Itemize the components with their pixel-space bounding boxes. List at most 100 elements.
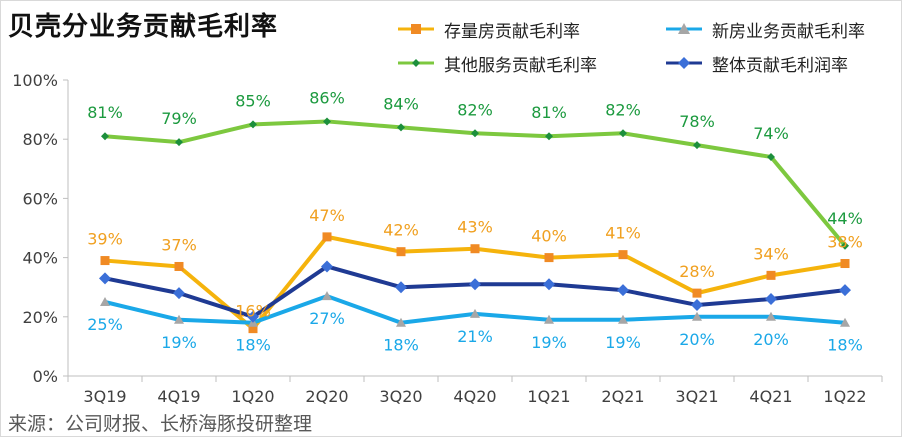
legend-item-existing: 存量房贡献毛利率 bbox=[396, 16, 580, 42]
data-point-existing bbox=[766, 270, 776, 280]
data-point-new bbox=[766, 311, 776, 321]
data-label-new: 18% bbox=[383, 336, 419, 355]
data-label-other: 74% bbox=[753, 124, 789, 143]
data-point-other bbox=[841, 241, 849, 250]
x-tick-label: 3Q21 bbox=[675, 387, 718, 406]
data-point-other bbox=[397, 123, 405, 132]
page-title: 贝壳分业务贡献毛利率 bbox=[8, 12, 279, 42]
y-tick-label: 40% bbox=[22, 249, 58, 268]
data-label-new: 25% bbox=[87, 315, 123, 334]
data-point-new bbox=[544, 314, 554, 324]
data-label-other: 82% bbox=[605, 100, 641, 119]
data-point-other bbox=[323, 117, 331, 126]
data-label-other: 78% bbox=[679, 112, 715, 131]
data-point-overall bbox=[395, 281, 407, 294]
data-point-overall bbox=[617, 284, 629, 297]
legend-label-new: 新房业务贡献毛利率 bbox=[712, 21, 865, 42]
data-point-new bbox=[396, 317, 406, 327]
data-point-existing bbox=[396, 247, 406, 257]
data-label-new: 21% bbox=[457, 327, 493, 346]
data-label-other: 82% bbox=[457, 100, 493, 119]
data-point-other bbox=[545, 132, 553, 141]
legend-swatch-existing bbox=[398, 24, 434, 34]
x-tick-label: 1Q21 bbox=[527, 387, 570, 406]
data-label-existing: 34% bbox=[753, 244, 789, 263]
data-point-other bbox=[619, 129, 627, 138]
x-tick-label: 3Q19 bbox=[83, 387, 126, 406]
y-tick-label: 60% bbox=[22, 189, 58, 208]
data-point-new bbox=[100, 297, 110, 306]
data-label-new: 19% bbox=[161, 333, 197, 352]
data-point-existing bbox=[544, 253, 554, 263]
data-label-existing: 43% bbox=[457, 218, 493, 237]
data-label-existing: 47% bbox=[309, 206, 345, 225]
x-tick-label: 4Q21 bbox=[749, 387, 792, 406]
data-point-overall bbox=[543, 278, 555, 291]
x-tick-label: 2Q21 bbox=[601, 387, 644, 406]
x-tick-label: 3Q20 bbox=[379, 387, 422, 406]
data-point-new bbox=[618, 314, 628, 324]
x-tick-label: 4Q20 bbox=[453, 387, 496, 406]
data-label-other: 86% bbox=[309, 88, 345, 107]
data-point-other bbox=[249, 120, 257, 129]
data-point-overall bbox=[469, 278, 481, 291]
legend-swatch-new bbox=[666, 23, 702, 34]
data-label-new: 18% bbox=[827, 336, 863, 355]
data-point-new bbox=[470, 308, 480, 318]
data-label-new: 20% bbox=[753, 330, 789, 349]
source-note: 来源：公司财报、长桥海豚投研整理 bbox=[8, 413, 313, 435]
data-point-new bbox=[174, 314, 184, 324]
data-label-existing: 42% bbox=[383, 221, 419, 240]
data-label-other: 85% bbox=[235, 91, 271, 110]
x-tick-label: 4Q19 bbox=[157, 387, 200, 406]
legend-item-new: 新房业务贡献毛利率 bbox=[664, 16, 865, 42]
data-point-overall bbox=[247, 310, 259, 323]
data-point-existing bbox=[100, 256, 110, 266]
y-tick-label: 80% bbox=[22, 130, 58, 149]
data-point-overall bbox=[173, 287, 185, 300]
data-label-new: 18% bbox=[235, 336, 271, 355]
data-point-overall bbox=[765, 293, 777, 306]
x-tick-label: 2Q20 bbox=[305, 387, 348, 406]
data-point-overall bbox=[839, 284, 851, 297]
data-point-other bbox=[693, 141, 701, 150]
data-point-overall bbox=[99, 272, 111, 285]
legend-item-overall: 整体贡献毛利润率 bbox=[664, 50, 848, 76]
data-point-existing bbox=[174, 261, 184, 271]
data-label-new: 20% bbox=[679, 330, 715, 349]
data-point-other bbox=[471, 129, 479, 138]
data-label-new: 27% bbox=[309, 309, 345, 328]
data-label-existing: 40% bbox=[531, 227, 567, 246]
data-point-existing bbox=[470, 244, 480, 254]
x-tick-label: 1Q22 bbox=[823, 387, 866, 406]
legend-label-existing: 存量房贡献毛利率 bbox=[444, 21, 580, 42]
data-label-new: 19% bbox=[531, 333, 567, 352]
data-label-other: 79% bbox=[161, 109, 197, 128]
data-label-other: 81% bbox=[87, 103, 123, 122]
data-label-new: 19% bbox=[605, 333, 641, 352]
data-point-existing bbox=[692, 288, 702, 298]
legend-label-other: 其他服务贡献毛利率 bbox=[444, 55, 597, 76]
data-label-other: 44% bbox=[827, 209, 863, 228]
data-label-existing: 37% bbox=[161, 235, 197, 254]
data-point-overall bbox=[691, 298, 703, 311]
data-point-new bbox=[692, 311, 702, 321]
y-tick-label: 20% bbox=[22, 308, 58, 327]
data-point-new bbox=[840, 317, 850, 327]
data-label-other: 84% bbox=[383, 94, 419, 113]
data-point-other bbox=[175, 138, 183, 147]
legend-item-other: 其他服务贡献毛利率 bbox=[396, 50, 597, 76]
data-point-existing bbox=[618, 250, 628, 260]
y-tick-label: 100% bbox=[12, 71, 58, 90]
data-point-new bbox=[322, 291, 332, 301]
data-point-existing bbox=[840, 259, 850, 269]
legend-swatch-other bbox=[398, 59, 434, 67]
data-label-existing: 38% bbox=[827, 233, 863, 252]
data-label-existing: 41% bbox=[605, 224, 641, 243]
data-point-other bbox=[767, 152, 775, 161]
data-point-existing bbox=[322, 232, 332, 242]
data-label-other: 81% bbox=[531, 103, 567, 122]
data-point-existing bbox=[248, 324, 258, 334]
